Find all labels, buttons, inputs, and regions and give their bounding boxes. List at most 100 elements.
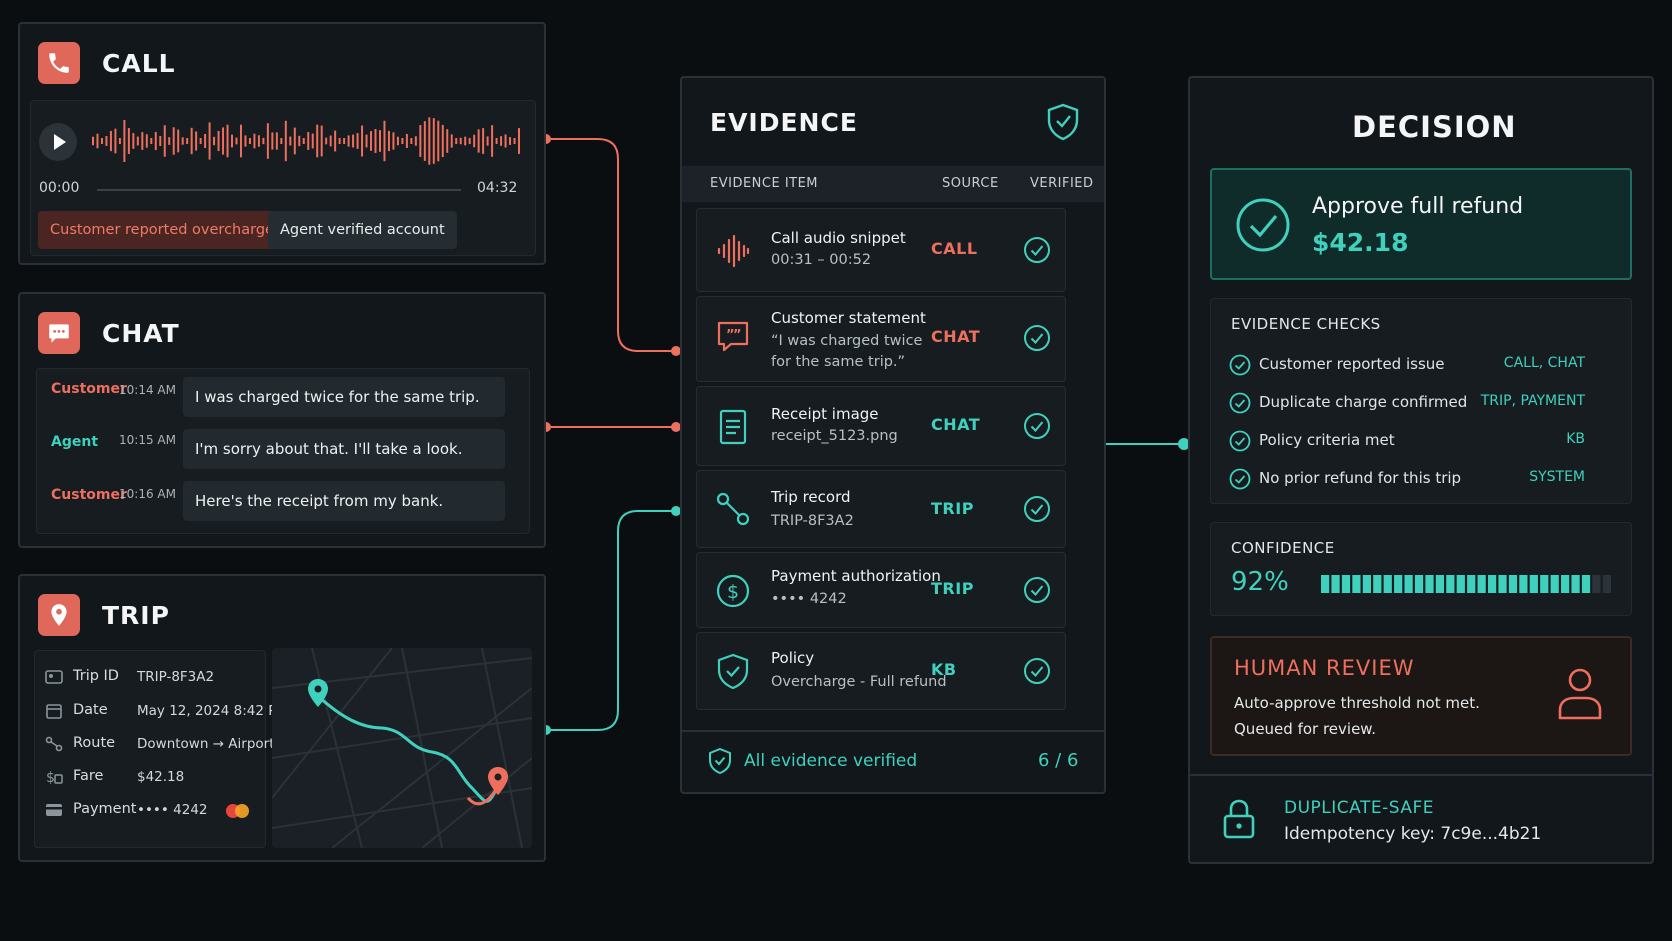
confidence-segment <box>1331 575 1340 593</box>
evidence-item-source: CHAT <box>931 415 981 434</box>
evidence-item-title: Trip record <box>771 488 851 506</box>
check-circle-icon <box>1229 354 1251 376</box>
header-verified: VERIFIED <box>1030 176 1094 191</box>
evidence-checks: EVIDENCE CHECKS Customer reported issue … <box>1210 298 1632 504</box>
confidence-segment <box>1394 575 1403 593</box>
evidence-item-sub-line2: for the same trip.” <box>771 354 906 370</box>
trip-label-id: Trip ID <box>73 668 119 684</box>
calendar-icon <box>46 704 62 719</box>
start-pin-icon <box>308 679 328 707</box>
id-card-icon <box>45 670 63 684</box>
chat-sender: Customer <box>51 381 127 397</box>
waveform-icon <box>717 234 750 268</box>
trip-panel: TRIP Trip ID TRIP-8F3A2 Date May 12, 202… <box>18 574 546 862</box>
verified-check-icon <box>1024 325 1050 351</box>
confidence-segment <box>1435 575 1445 593</box>
evidence-item-title: Payment authorization <box>771 567 941 585</box>
chat-title: CHAT <box>102 319 180 348</box>
human-review-line1: Auto-approve threshold not met. <box>1234 694 1480 712</box>
check-row: Customer reported issue CALL, CHAT <box>1229 354 1585 376</box>
trip-label-route: Route <box>73 735 116 751</box>
verified-check-icon <box>1024 237 1050 263</box>
shield-check-icon <box>709 748 731 774</box>
evidence-row-policy[interactable]: Policy Overcharge - Full refund KB <box>696 632 1066 710</box>
check-label: Policy criteria met <box>1259 431 1395 449</box>
evidence-footer: All evidence verified 6 / 6 <box>682 730 1104 794</box>
audio-waveform[interactable] <box>91 115 521 167</box>
svg-text:$: $ <box>46 770 55 785</box>
confidence-segment <box>1321 575 1330 593</box>
duplicate-safe-title: DUPLICATE-SAFE <box>1284 798 1434 818</box>
confidence-meter <box>1321 575 1611 593</box>
mastercard-icon <box>226 804 249 818</box>
confidence-segment <box>1540 575 1549 593</box>
shield-icon <box>717 653 749 689</box>
trip-details: Trip ID TRIP-8F3A2 Date May 12, 2024 8:4… <box>34 650 288 848</box>
evidence-row-receipt-image[interactable]: Receipt image receipt_5123.png CHAT <box>696 386 1066 466</box>
trip-map[interactable] <box>272 648 532 848</box>
svg-text:”: ” <box>733 328 742 343</box>
check-sources: TRIP, PAYMENT <box>1480 393 1585 409</box>
header-source: SOURCE <box>942 176 999 191</box>
verified-check-icon <box>1024 577 1050 603</box>
shield-check-icon <box>1047 103 1079 141</box>
chat-bubble: I was charged twice for the same trip. <box>183 377 505 417</box>
evidence-footer-label: All evidence verified <box>744 751 918 771</box>
check-circle-icon <box>1229 392 1251 414</box>
chat-sender: Customer <box>51 487 127 503</box>
location-pin-icon <box>38 594 80 636</box>
document-icon <box>719 409 747 445</box>
evidence-row-payment-authorization[interactable]: $ Payment authorization •••• 4242 TRIP <box>696 552 1066 628</box>
evidence-table-header: EVIDENCE ITEM SOURCE VERIFIED <box>682 166 1104 202</box>
chat-bubble-icon <box>38 312 80 354</box>
evidence-item-source: CHAT <box>931 327 981 346</box>
trip-title: TRIP <box>102 601 170 630</box>
tag-agent-verified[interactable]: Agent verified account <box>268 211 457 249</box>
check-sources: CALL, CHAT <box>1503 355 1585 371</box>
check-label: No prior refund for this trip <box>1259 469 1462 487</box>
chat-sender: Agent <box>51 434 99 450</box>
evidence-panel: EVIDENCE EVIDENCE ITEM SOURCE VERIFIED C… <box>680 76 1106 794</box>
evidence-row-trip-record[interactable]: Trip record TRIP-8F3A2 TRIP <box>696 470 1066 548</box>
confidence-segment <box>1581 575 1591 593</box>
evidence-item-sub: “I was charged twice <box>771 333 923 349</box>
audio-time-start: 00:00 <box>39 180 80 196</box>
evidence-item-sub: Overcharge - Full refund <box>771 674 947 690</box>
approve-check-icon <box>1236 198 1290 252</box>
confidence-segment <box>1592 575 1601 593</box>
check-sources: KB <box>1566 431 1585 447</box>
evidence-item-source: TRIP <box>931 579 974 598</box>
evidence-item-title: Call audio snippet <box>771 229 906 247</box>
route-icon <box>716 492 750 526</box>
call-title: CALL <box>102 49 176 78</box>
evidence-row-call-audio[interactable]: Call audio snippet 00:31 – 00:52 CALL <box>696 208 1066 292</box>
confidence-segment <box>1529 575 1538 593</box>
audio-time-end: 04:32 <box>477 180 518 196</box>
confidence-card: CONFIDENCE 92% <box>1210 522 1632 616</box>
play-icon <box>54 134 66 150</box>
play-button[interactable] <box>39 123 77 161</box>
fare-icon: $ <box>46 770 63 785</box>
lock-icon <box>1223 799 1255 839</box>
trip-label-fare: Fare <box>73 768 104 784</box>
trip-value-date: May 12, 2024 8:42 PM <box>137 703 289 719</box>
decision-result-amount: $42.18 <box>1312 228 1409 257</box>
verified-check-icon <box>1024 413 1050 439</box>
confidence-segment <box>1550 575 1559 593</box>
verified-check-icon <box>1024 496 1050 522</box>
svg-text:$: $ <box>727 581 739 603</box>
confidence-segment <box>1477 575 1486 593</box>
credit-card-icon <box>46 804 62 816</box>
svg-text:”: ” <box>726 328 735 343</box>
confidence-segment <box>1446 575 1455 593</box>
tag-customer-reported[interactable]: Customer reported overcharge <box>38 211 286 249</box>
trip-label-payment: Payment <box>73 801 137 817</box>
audio-scrubber[interactable] <box>97 189 461 191</box>
evidence-item-sub: receipt_5123.png <box>771 428 898 444</box>
confidence-segment <box>1571 575 1580 593</box>
evidence-title: EVIDENCE <box>710 108 858 137</box>
chat-time: 10:16 AM <box>119 487 176 501</box>
evidence-row-customer-statement[interactable]: ”” Customer statement “I was charged twi… <box>696 296 1066 382</box>
trip-value-id: TRIP-8F3A2 <box>137 669 215 685</box>
confidence-segment <box>1404 575 1413 593</box>
